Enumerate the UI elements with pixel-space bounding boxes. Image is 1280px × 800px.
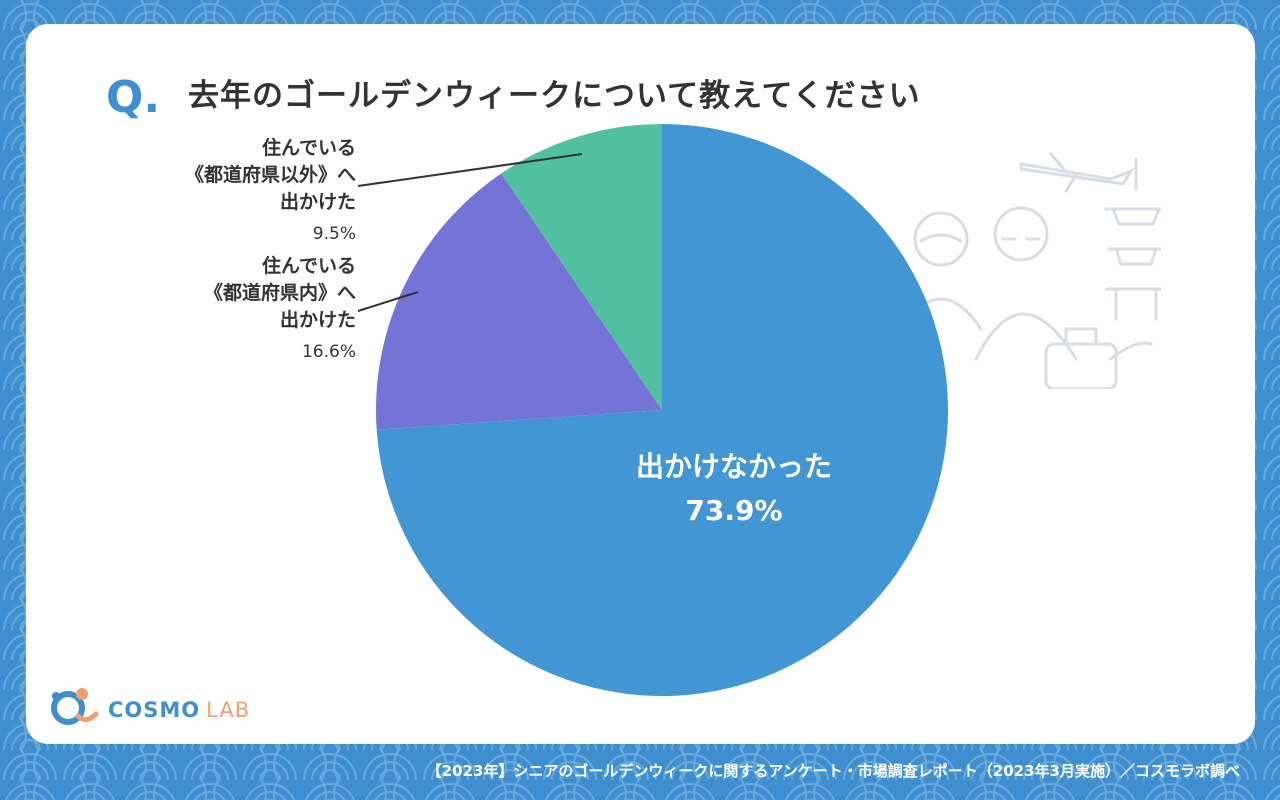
slice-2-value-label: 9.5% — [313, 224, 356, 244]
slice-1-label-line-1: 《都道府県内》へ — [204, 281, 356, 304]
footer-source: 【2023年】シニアのゴールデンウィークに関するアンケート・市場調査レポート（2… — [426, 762, 1240, 780]
slice-1-label-line-2: 出かけた — [280, 308, 356, 331]
slice-2-label-line-2: 出かけた — [280, 190, 356, 213]
question-title: 去年のゴールデンウィークについて教えてください — [188, 78, 921, 114]
slice-2-label-line-1: 《都道府県以外》へ — [185, 163, 356, 186]
logo-suffix: LAB — [206, 698, 251, 722]
content-card: Q. 去年のゴールデンウィークについて教えてください 出かけなかった 73.9% 住… — [26, 24, 1255, 744]
cosmo-lab-logo-icon — [51, 688, 99, 725]
pie-slice-2 — [501, 124, 662, 410]
pie-chart: 出かけなかった73.9%住んでいる《都道府県以外》へ出かけた9.5%住んでいる《… — [185, 124, 948, 696]
slice-2-label-line-0: 住んでいる — [262, 136, 356, 159]
slice-1-value-label: 16.6% — [302, 342, 356, 362]
pie-slice-0 — [376, 124, 948, 696]
slice-1-leader-line — [357, 291, 419, 312]
slice-0-value-label: 73.9% — [685, 494, 782, 527]
logo-wordmark: COSMO LAB — [108, 698, 250, 722]
question-mark-label: Q. — [106, 72, 161, 123]
slice-1-label-line-0: 住んでいる — [262, 254, 356, 277]
slice-2-leader-line — [357, 153, 583, 187]
senior-travel-illustration — [899, 152, 1161, 389]
slice-0-label: 出かけなかった — [636, 450, 832, 483]
logo-name: COSMO — [108, 698, 201, 722]
pie-slice-1 — [376, 173, 662, 430]
